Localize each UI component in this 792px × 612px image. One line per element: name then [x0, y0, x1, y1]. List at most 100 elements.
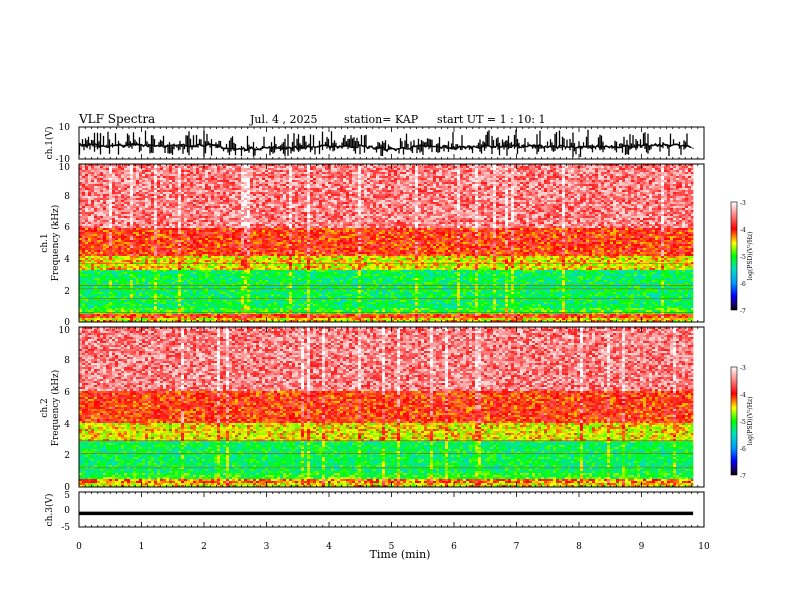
spectrogram-cell: [85, 186, 88, 188]
spectrogram-cell: [130, 264, 133, 266]
spectrogram-cell: [94, 306, 97, 308]
spectrogram-cell: [82, 186, 85, 188]
spectrogram-cell: [175, 252, 178, 254]
spectrogram-cell: [244, 318, 247, 320]
spectrogram-cell: [178, 208, 181, 210]
spectrogram-cell: [253, 314, 256, 316]
spectrogram-cell: [133, 254, 136, 256]
spectrogram-cell: [175, 270, 178, 272]
spectrogram-cell: [145, 226, 148, 228]
spectrogram-cell: [172, 204, 175, 206]
panel-ch1-waveform: 10 -10 ch.1(V): [44, 123, 704, 165]
spectrogram-cell: [115, 198, 118, 200]
spectrogram-cell: [214, 254, 217, 256]
spectrogram-cell: [127, 200, 130, 202]
spectrogram-cell: [190, 240, 193, 242]
spectrogram-cell: [190, 292, 193, 294]
spectrogram-cell: [235, 220, 238, 222]
spectrogram-cell: [196, 228, 199, 230]
spectrogram-cell: [226, 202, 229, 204]
spectrogram-cell: [136, 300, 139, 302]
spectrogram-cell: [148, 272, 151, 274]
spectrogram-cell: [166, 252, 169, 254]
spectrogram-cell: [178, 190, 181, 192]
spectrogram-cell: [244, 226, 247, 228]
spectrogram-cell: [151, 232, 154, 234]
spectrogram-cell: [142, 282, 145, 284]
spectrogram-cell: [178, 166, 181, 168]
spectrogram-cell: [196, 218, 199, 220]
spectrogram-cell: [97, 272, 100, 274]
spectrogram-cell: [142, 256, 145, 258]
spectrogram-cell: [142, 232, 145, 234]
spectrogram-cell: [130, 190, 133, 192]
spectrogram-cell: [211, 186, 214, 188]
spectrogram-cell: [142, 194, 145, 196]
spectrogram-cell: [142, 174, 145, 176]
spectrogram-cell: [118, 210, 121, 212]
spectrogram-cell: [175, 314, 178, 316]
spectrogram-cell: [82, 242, 85, 244]
spectrogram-cell: [262, 268, 265, 270]
spectrogram-cell: [238, 208, 241, 210]
spectrogram-cell: [232, 304, 235, 306]
spectrogram-cell: [88, 196, 91, 198]
spectrogram-cell: [121, 250, 124, 252]
spectrogram-cell: [178, 202, 181, 204]
spectrogram-cell: [82, 190, 85, 192]
spectrogram-cell: [208, 264, 211, 266]
spectrogram-cell: [184, 198, 187, 200]
spectrogram-cell: [253, 174, 256, 176]
spectrogram-cell: [97, 268, 100, 270]
spectrogram-cell: [259, 306, 262, 308]
spectrogram-cell: [175, 230, 178, 232]
spectrogram-cell: [148, 202, 151, 204]
spectrogram-cell: [232, 222, 235, 224]
spectrogram-cell: [115, 278, 118, 280]
spectrogram-cell: [178, 266, 181, 268]
spectrogram-cell: [175, 306, 178, 308]
spectrogram-cell: [136, 272, 139, 274]
spectrogram-cell: [88, 294, 91, 296]
spectrogram-cell: [109, 180, 112, 182]
spectrogram-cell: [154, 234, 157, 236]
spectrogram-cell: [85, 244, 88, 246]
spectrogram-cell: [241, 270, 244, 272]
spectrogram-cell: [208, 170, 211, 172]
spectrogram-cell: [106, 178, 109, 180]
spectrogram-cell: [130, 166, 133, 168]
spectrogram-cell: [106, 300, 109, 302]
spectrogram-cell: [151, 214, 154, 216]
spectrogram-cell: [247, 234, 250, 236]
spectrogram-cell: [235, 238, 238, 240]
spectrogram-cell: [172, 306, 175, 308]
spectrogram-cell: [256, 286, 259, 288]
spectrogram-cell: [229, 180, 232, 182]
spectrogram-cell: [208, 172, 211, 174]
spectrogram-cell: [91, 180, 94, 182]
spectrogram-cell: [109, 202, 112, 204]
spectrogram-cell: [250, 256, 253, 258]
spectrogram-cell: [250, 246, 253, 248]
spectrogram-cell: [211, 290, 214, 292]
spectrogram-cell: [166, 292, 169, 294]
spectrogram-cell: [187, 214, 190, 216]
spectrogram-cell: [226, 244, 229, 246]
spectrogram-cell: [247, 278, 250, 280]
spectrogram-cell: [160, 300, 163, 302]
spectrogram-cell: [229, 256, 232, 258]
spectrogram-cell: [121, 290, 124, 292]
spectrogram-cell: [214, 252, 217, 254]
spectrogram-cell: [220, 240, 223, 242]
spectrogram-cell: [247, 192, 250, 194]
spectrogram-cell: [91, 294, 94, 296]
spectrogram-cell: [193, 260, 196, 262]
spectrogram-cell: [142, 178, 145, 180]
spectrogram-cell: [250, 244, 253, 246]
spectrogram-cell: [262, 276, 265, 278]
spectrogram-cell: [139, 218, 142, 220]
spectrogram-cell: [166, 184, 169, 186]
spectrogram-cell: [106, 272, 109, 274]
spectrogram-cell: [214, 196, 217, 198]
spectrogram-cell: [193, 316, 196, 318]
